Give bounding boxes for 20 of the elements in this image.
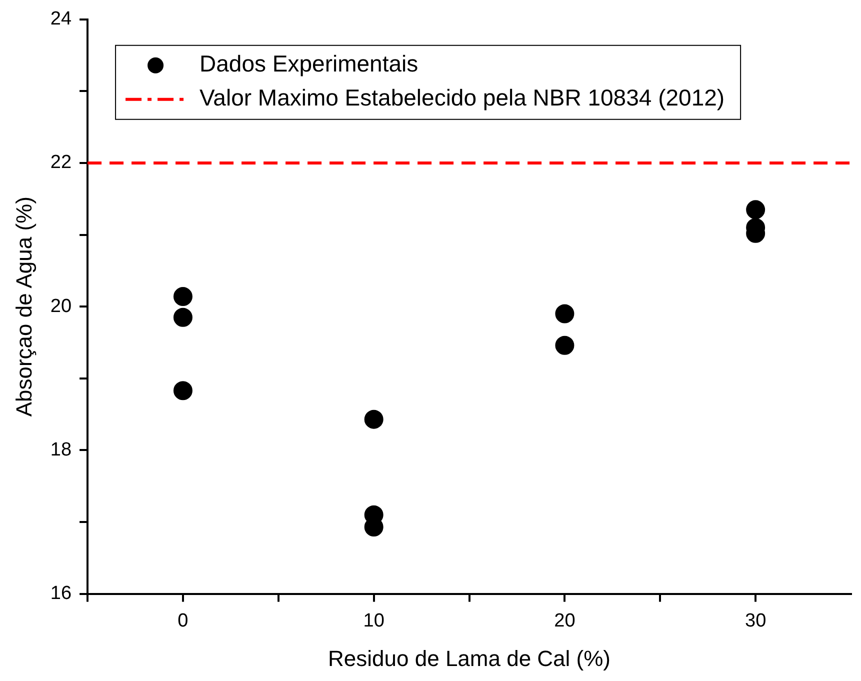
point xyxy=(173,381,192,400)
legend-label: Valor Maximo Estabelecido pela NBR 10834 (2012) xyxy=(200,84,725,111)
y-tick-label: 22 xyxy=(50,152,72,174)
y-tick-label: 18 xyxy=(50,439,72,460)
x-tick-label: 30 xyxy=(744,610,766,632)
y-axis-title: Absorçao de Agua (%) xyxy=(11,196,36,417)
y-tick-label: 20 xyxy=(50,296,72,317)
x-tick-label: 10 xyxy=(363,610,384,632)
point xyxy=(173,308,192,327)
point xyxy=(555,336,574,355)
point xyxy=(555,304,574,324)
y-tick-label: 16 xyxy=(50,583,72,604)
x-tick-label: 0 xyxy=(178,610,188,632)
point xyxy=(746,200,766,220)
x-tick-label: 20 xyxy=(554,610,576,632)
y-tick-label: 24 xyxy=(50,8,72,30)
point xyxy=(173,287,192,306)
point xyxy=(364,410,384,429)
x-axis-title: Residuo de Lama de Cal (%) xyxy=(328,646,611,671)
legend-label: Dados Experimentais xyxy=(200,50,418,77)
